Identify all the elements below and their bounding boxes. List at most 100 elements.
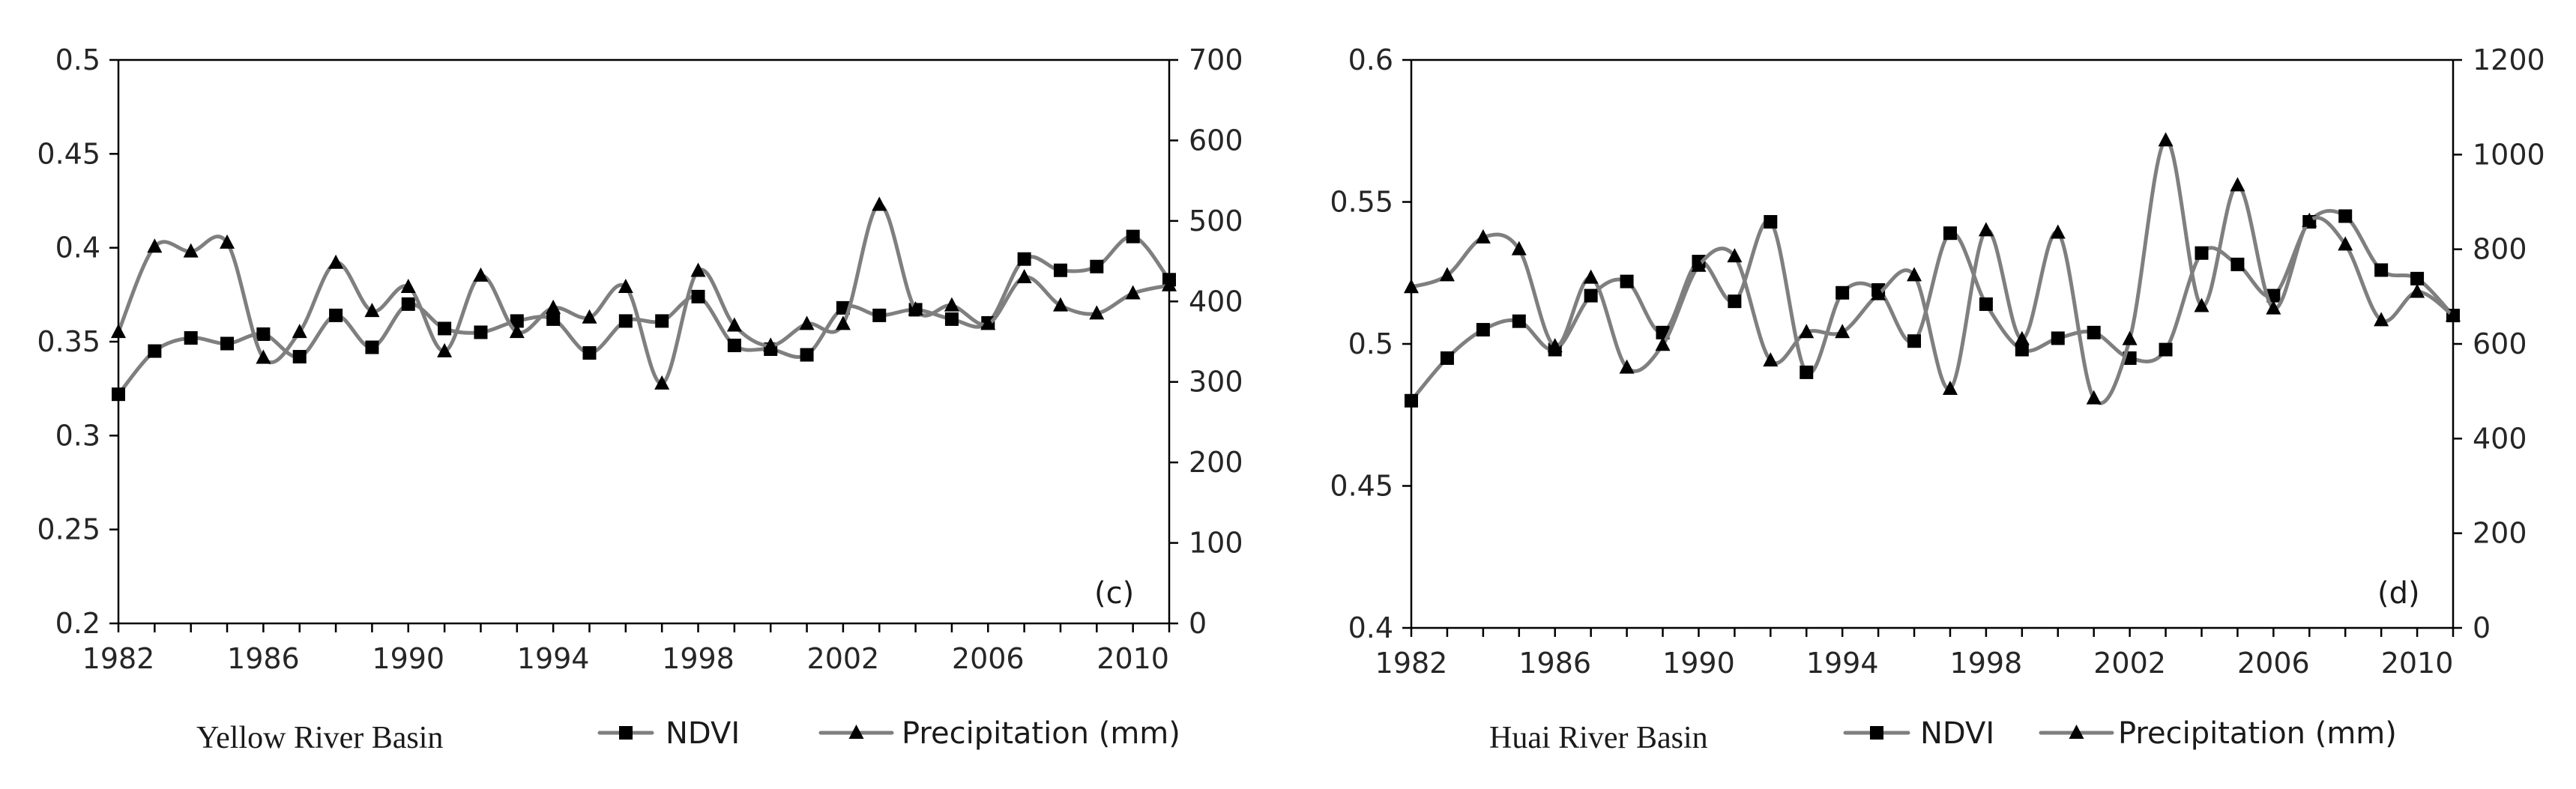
left-y-tick-label: 0.6 xyxy=(1348,43,1393,76)
precipitation-point xyxy=(1475,229,1491,244)
ndvi-point xyxy=(292,350,307,364)
precipitation-point xyxy=(1439,267,1455,282)
precipitation-point xyxy=(618,278,633,293)
precipitation-point xyxy=(872,196,887,211)
x-tick-label: 2006 xyxy=(952,642,1025,675)
left-y-tick-label: 0.4 xyxy=(1348,611,1393,644)
x-tick-label: 1990 xyxy=(1662,647,1735,680)
precipitation-point xyxy=(1404,279,1419,294)
ndvi-point xyxy=(1728,294,1742,309)
ndvi-point xyxy=(2338,209,2353,223)
right-y-tick-label: 400 xyxy=(1189,285,1243,318)
precipitation-point xyxy=(546,299,561,314)
ndvi-point xyxy=(329,308,343,322)
ndvi-point xyxy=(1090,259,1104,273)
x-tick-label: 2002 xyxy=(2093,647,2166,680)
precipitation-point xyxy=(1691,257,1707,272)
left-y-tick-label: 0.45 xyxy=(37,137,100,170)
left-y-tick-label: 0.5 xyxy=(1348,327,1393,360)
ndvi-point xyxy=(944,312,959,326)
precipitation-point xyxy=(2302,212,2317,227)
ndvi-point xyxy=(1476,323,1490,337)
ndvi-point xyxy=(2087,325,2101,339)
precipitation-point xyxy=(2410,283,2425,298)
precipitation-point xyxy=(2266,300,2281,315)
left-y-tick-label: 0.45 xyxy=(1330,470,1393,503)
x-tick-label: 1998 xyxy=(1950,647,2023,680)
ndvi-point xyxy=(618,314,633,328)
x-tick-label: 2006 xyxy=(2237,647,2310,680)
precipitation-point xyxy=(654,375,670,390)
ndvi-point xyxy=(1053,263,1067,277)
right-y-tick-label: 0 xyxy=(1189,607,1207,640)
precipitation-point xyxy=(2374,312,2389,327)
precipitation-point xyxy=(1125,285,1141,300)
left-y-tick-label: 0.55 xyxy=(1330,186,1393,219)
ndvi-point xyxy=(474,325,488,339)
panel-label: (d) xyxy=(2377,576,2420,611)
precipitation-point xyxy=(1727,248,1743,263)
ndvi-point xyxy=(872,308,887,322)
right-y-tick-label: 700 xyxy=(1189,43,1243,76)
precipitation-point xyxy=(1583,269,1599,284)
x-tick-label: 1982 xyxy=(1375,647,1448,680)
chart-panel-c: 0.5 0.45 0.4 0.35 0.3 0.25 0.2 700 600 500 400 300 2… xyxy=(37,43,1243,755)
right-y-tick-label: 500 xyxy=(1189,205,1243,238)
ndvi-point xyxy=(1512,314,1526,328)
ndvi-point xyxy=(1979,297,1993,311)
precipitation-point xyxy=(1052,297,1068,312)
precipitation-point xyxy=(509,324,525,339)
x-tick-label: 1998 xyxy=(662,642,735,675)
legend-precipitation-label: Precipitation (mm) xyxy=(2118,716,2397,751)
precipitation-point xyxy=(1655,336,1671,351)
ndvi-point xyxy=(510,314,524,328)
ndvi-point xyxy=(1800,365,1814,379)
ndvi-point xyxy=(148,344,162,358)
precipitation-point xyxy=(1907,267,1922,282)
legend-precipitation-label: Precipitation (mm) xyxy=(902,716,1180,751)
x-tick-label: 1986 xyxy=(1518,647,1591,680)
precipitation-point xyxy=(980,315,996,330)
precipitation-point xyxy=(1089,305,1105,320)
right-y-tick-label: 100 xyxy=(1189,527,1243,560)
left-y-tick-label: 0.5 xyxy=(55,43,100,76)
ndvi-point xyxy=(2230,257,2245,271)
left-y-tick-label: 0.3 xyxy=(55,419,100,452)
ndvi-point xyxy=(438,321,452,336)
x-tick-label: 2010 xyxy=(2381,647,2454,680)
right-y-tick-label: 400 xyxy=(2473,422,2527,455)
ndvi-point xyxy=(220,336,235,351)
ndvi-point xyxy=(401,297,415,311)
precipitation-point xyxy=(1942,381,1958,396)
x-tick-label: 1990 xyxy=(372,642,444,675)
right-y-tick-label: 800 xyxy=(2473,233,2527,266)
precipitation-point xyxy=(1511,241,1527,256)
ndvi-point xyxy=(800,348,814,362)
ndvi-point xyxy=(1907,334,1922,348)
precipitation-point xyxy=(799,315,815,330)
precipitation-point xyxy=(1619,359,1635,374)
x-tick-label: 1994 xyxy=(517,642,590,675)
right-y-tick-label: 600 xyxy=(1189,124,1243,157)
x-tick-label: 2002 xyxy=(807,642,880,675)
ndvi-point xyxy=(1440,351,1454,365)
ndvi-point xyxy=(184,330,198,345)
right-y-tick-label: 1000 xyxy=(2473,138,2545,171)
ndvi-point xyxy=(2410,271,2425,285)
ndvi-point xyxy=(112,387,125,402)
precipitation-point xyxy=(1871,285,1886,300)
ndvi-point xyxy=(2159,342,2173,357)
precipitation-point xyxy=(2122,330,2138,345)
right-y-tick-label: 200 xyxy=(2473,517,2527,550)
legend-ndvi-label: NDVI xyxy=(1920,716,1994,751)
precipitation-point xyxy=(726,317,742,332)
basin-title: Huai River Basin xyxy=(1489,721,1708,755)
ndvi-point xyxy=(691,289,705,303)
chart-panel-d: 0.6 0.55 0.5 0.45 0.4 1200 1000 800 600 400 200 0 19… xyxy=(1330,43,2545,755)
ndvi-point xyxy=(1405,393,1418,408)
ndvi-point xyxy=(1620,274,1634,288)
ndvi-point xyxy=(655,314,669,328)
precipitation-point xyxy=(2446,307,2461,322)
right-y-tick-label: 600 xyxy=(2473,327,2527,360)
